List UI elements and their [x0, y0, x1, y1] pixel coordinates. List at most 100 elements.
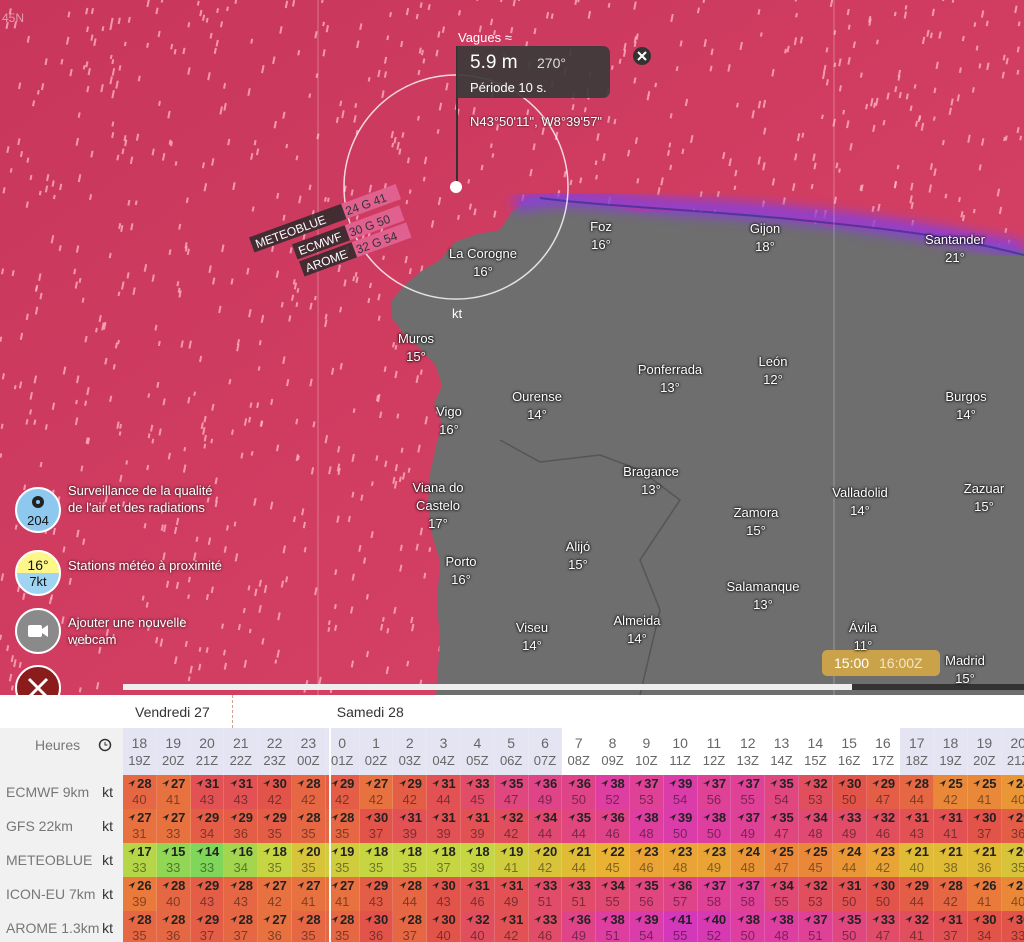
arrow-shape	[770, 916, 778, 923]
city: Ourense 14°	[512, 388, 562, 424]
wind-arrow	[939, 916, 947, 923]
gust-value: 42	[267, 894, 282, 909]
wind-arrow	[466, 916, 474, 923]
particle	[833, 196, 838, 204]
particle	[404, 255, 408, 264]
particle	[347, 515, 351, 523]
forecast-cell: 38 48	[765, 911, 799, 942]
arrow-shape	[736, 780, 744, 787]
wind-line: 24	[731, 843, 764, 860]
particle	[38, 273, 42, 281]
wind-value: 33	[846, 810, 862, 825]
particle	[392, 476, 396, 484]
wind-arrow	[804, 780, 812, 787]
wind-line: 31	[495, 877, 528, 894]
arrow-shape	[635, 882, 643, 889]
webcam-button[interactable]	[15, 608, 61, 654]
particle	[882, 119, 886, 126]
wind-arrow	[364, 916, 372, 923]
hour-local: 15	[841, 735, 857, 751]
forecast-cell: 28 35	[291, 911, 326, 942]
forecast-cell: 27 36	[258, 911, 292, 942]
particle	[324, 319, 328, 328]
particle	[212, 277, 216, 285]
particle	[812, 153, 816, 162]
particle	[39, 292, 43, 300]
particle	[958, 197, 961, 203]
arrow-shape	[398, 882, 406, 889]
particle	[13, 21, 17, 29]
stations-button[interactable]: 16° 7kt	[15, 550, 61, 596]
forecast-cell: 32 41	[900, 911, 935, 942]
city-name: Bragance	[623, 464, 679, 479]
city-temp: 13°	[660, 380, 680, 395]
particle	[500, 0, 503, 3]
particle	[100, 84, 104, 93]
particle	[155, 637, 159, 644]
gust-value: 40	[1010, 792, 1024, 807]
forecast-cell: 28 36	[156, 911, 191, 942]
forecast-cell: 28 35	[291, 809, 326, 843]
wind-value: 31	[948, 912, 963, 927]
particle	[709, 65, 713, 72]
wind-value: 29	[238, 810, 254, 825]
wind-line: 29	[1002, 809, 1024, 826]
particle	[29, 409, 33, 415]
coastline	[539, 197, 1024, 256]
forecast-cell: 38 52	[596, 775, 630, 809]
particle	[13, 659, 17, 668]
particle	[253, 140, 257, 146]
wind-value: 36	[542, 776, 558, 791]
particle	[636, 178, 640, 184]
particle	[159, 638, 164, 647]
hour-cell: 0 01Z	[325, 728, 360, 775]
particle	[820, 114, 824, 120]
gust-value: 40	[132, 792, 147, 807]
wind-arrow	[601, 780, 609, 787]
gust-value: 39	[470, 860, 485, 875]
particle	[334, 569, 338, 576]
particle	[234, 553, 239, 562]
particle	[177, 287, 181, 294]
hour-cell: 4 05Z	[460, 728, 495, 775]
menu-label[interactable]: Ajouter une nouvelle webcam	[68, 615, 187, 647]
particle	[860, 184, 864, 192]
forecast-cell: 39 50	[663, 809, 698, 843]
particle	[394, 464, 398, 472]
hour-local: 22	[266, 735, 283, 751]
particle	[716, 191, 720, 198]
wind-arrow	[364, 882, 372, 889]
particle	[274, 659, 278, 664]
particle	[398, 476, 402, 483]
gust-value: 49	[571, 928, 586, 942]
arrow-shape	[939, 780, 947, 787]
hour-cell: 14 15Z	[798, 728, 833, 775]
wind-line: 21	[900, 843, 933, 860]
particle	[473, 208, 477, 216]
menu-label[interactable]: Surveillance de la qualité de l'air et d…	[68, 483, 213, 515]
particle	[728, 158, 732, 167]
hour-utc: 15Z	[804, 753, 827, 768]
wind-value: 30	[373, 912, 389, 927]
gust-value: 45	[470, 792, 485, 807]
radiation-button[interactable]: 204	[15, 487, 61, 533]
picker-dot[interactable]	[450, 181, 462, 193]
particle	[160, 0, 164, 3]
hour-cell: 11 12Z	[697, 728, 732, 775]
gust-value: 50	[740, 928, 755, 942]
particle	[328, 466, 332, 475]
model-rows: ECMWF 9km kt 28 40 27 41 31 43 31 43 30 42 28 42 29 42 2…	[0, 775, 1024, 942]
particle	[242, 607, 246, 614]
city: Salamanque 13°	[727, 578, 800, 614]
particle	[386, 628, 390, 634]
arrow-shape	[601, 848, 609, 855]
wind-arrow	[635, 780, 643, 787]
particle	[392, 342, 395, 348]
wind-arrow	[567, 814, 575, 821]
particle	[103, 321, 107, 330]
menu-label[interactable]: Stations météo à proximité	[68, 558, 222, 573]
particle	[29, 174, 33, 181]
wind-value: 30	[846, 776, 862, 791]
particle	[690, 134, 694, 143]
